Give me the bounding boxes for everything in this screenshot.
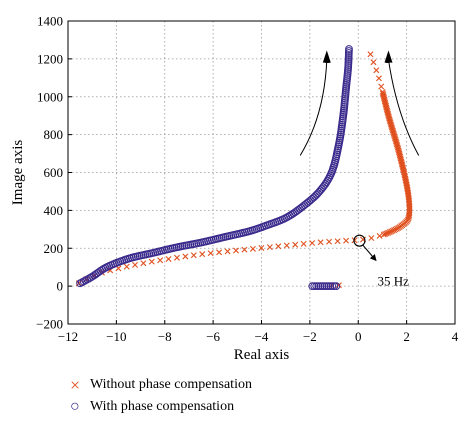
data-point-x xyxy=(317,239,324,246)
series-layer xyxy=(75,45,413,291)
series-without-compensation xyxy=(75,51,413,289)
data-point-x xyxy=(275,243,282,250)
legend-item-with-compensation: ○ With phase compensation xyxy=(70,396,252,418)
data-point-x xyxy=(378,83,385,90)
y-tick-label: 1200 xyxy=(37,51,63,66)
x-tick-label: −10 xyxy=(106,329,126,344)
data-point-x xyxy=(132,261,139,268)
x-tick-label: 0 xyxy=(355,329,362,344)
data-point-circle xyxy=(345,45,353,53)
y-axis-ticks: −200 0 200 400 600 800 1000 1200 1400 xyxy=(36,14,72,332)
legend-item-without-compensation: × Without phase compensation xyxy=(70,374,252,396)
data-point-circle xyxy=(311,192,320,200)
data-point-x xyxy=(373,67,380,74)
x-tick-label: 4 xyxy=(452,329,459,344)
data-point-circle xyxy=(324,282,333,291)
data-point-x xyxy=(140,260,147,267)
callout-arrow xyxy=(362,244,377,262)
y-axis-label: Image axis xyxy=(10,140,26,206)
data-point-x xyxy=(241,246,248,253)
data-point-circle xyxy=(328,282,337,291)
legend-label: Without phase compensation xyxy=(90,377,252,392)
annotation-35hz: 35 Hz xyxy=(377,274,409,289)
data-point-x xyxy=(233,247,240,254)
y-tick-label: −200 xyxy=(36,317,63,332)
x-tick-label: −12 xyxy=(58,329,78,344)
data-point-x xyxy=(334,238,341,245)
data-point-x xyxy=(375,75,382,82)
y-tick-label: 800 xyxy=(44,127,64,142)
x-tick-label: −2 xyxy=(303,329,317,344)
data-point-circle xyxy=(308,282,317,291)
y-tick-label: 600 xyxy=(44,165,64,180)
data-point-x xyxy=(258,244,265,251)
data-point-x xyxy=(207,250,214,257)
data-point-circle xyxy=(314,282,323,291)
data-point-x xyxy=(388,228,395,235)
y-tick-label: 200 xyxy=(44,241,64,256)
data-point-x xyxy=(351,237,358,244)
x-tick-label: −8 xyxy=(158,329,172,344)
data-point-x xyxy=(326,238,333,245)
y-tick-label: 400 xyxy=(44,203,64,218)
data-point-x xyxy=(182,253,189,260)
x-axis-ticks: −12 −10 −8 −6 −4 −2 0 2 4 xyxy=(58,320,459,344)
data-point-x xyxy=(309,240,316,247)
data-point-x xyxy=(283,242,290,249)
data-point-x xyxy=(249,245,256,252)
arrowhead-left-icon xyxy=(322,50,331,63)
crossing-marker xyxy=(353,234,366,247)
data-point-circle xyxy=(312,282,321,291)
x-tick-label: −6 xyxy=(206,329,220,344)
x-axis-label: Real axis xyxy=(234,347,290,363)
legend-label: With phase compensation xyxy=(90,399,235,414)
branch-arrow-left xyxy=(299,56,330,156)
arrowhead-right-icon xyxy=(384,50,393,63)
data-point-x xyxy=(367,51,374,58)
x-marker-icon: × xyxy=(70,374,81,395)
data-point-circle xyxy=(330,282,339,291)
data-point-x xyxy=(343,237,350,244)
data-point-x xyxy=(379,88,386,95)
data-point-x xyxy=(370,59,377,66)
data-point-circle xyxy=(332,282,341,291)
data-point-x xyxy=(368,235,375,242)
data-point-x xyxy=(190,252,197,259)
x-tick-label: 2 xyxy=(403,329,410,344)
data-point-circle xyxy=(322,282,331,291)
y-tick-label: 1400 xyxy=(37,14,63,29)
data-point-circle xyxy=(310,282,319,291)
data-point-x xyxy=(379,90,386,97)
data-point-x xyxy=(266,244,273,251)
x-tick-label: −4 xyxy=(255,329,269,344)
annotations: 35 Hz xyxy=(299,50,420,289)
data-point-x xyxy=(224,248,231,255)
data-point-x xyxy=(148,258,155,265)
data-point-x xyxy=(123,263,130,270)
data-point-x xyxy=(216,249,223,256)
y-tick-label: 1000 xyxy=(37,89,63,104)
data-point-x xyxy=(199,251,206,258)
circle-marker-icon: ○ xyxy=(70,398,80,415)
series-with-compensation xyxy=(76,45,353,291)
data-point-x xyxy=(292,241,299,248)
legend: × Without phase compensation ○ With phas… xyxy=(70,374,252,418)
data-point-x xyxy=(173,254,180,261)
data-point-x xyxy=(157,257,164,264)
y-tick-label: 0 xyxy=(57,279,64,294)
data-point-circle xyxy=(316,282,325,291)
data-point-x xyxy=(300,240,307,247)
data-point-x xyxy=(376,232,383,239)
grid-lines xyxy=(68,21,455,324)
data-point-circle xyxy=(318,282,327,291)
data-point-x xyxy=(165,255,172,262)
data-point-circle xyxy=(320,282,329,291)
data-point-circle xyxy=(326,282,335,291)
branch-arrow-right xyxy=(385,56,420,156)
